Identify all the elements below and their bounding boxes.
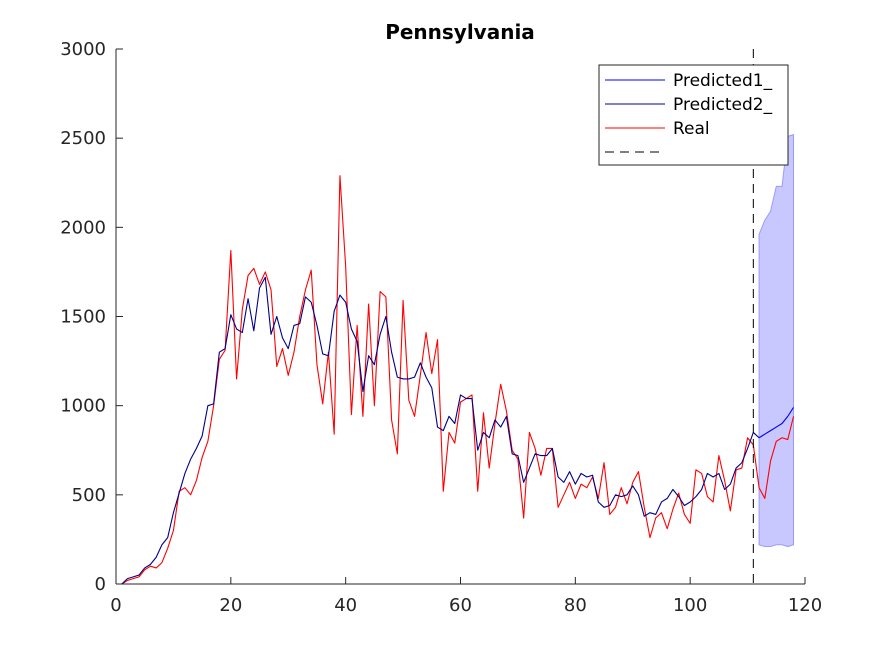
- axes: 0 20 40 60 80 100 120 0 500 1000 1500 2000 2500 3000: [60, 39, 822, 616]
- legend-label-predicted1: Predicted1_: [673, 71, 773, 91]
- x-tick-label: 20: [219, 595, 242, 616]
- x-tick-label: 40: [334, 595, 357, 616]
- series-real-line: [121, 175, 795, 585]
- series-predicted1-line: [758, 407, 794, 439]
- x-tick-label: 120: [788, 595, 822, 616]
- y-tick-label: 1000: [60, 396, 106, 417]
- legend: Predicted1_ Predicted2_ Real: [598, 64, 789, 166]
- x-tick-label: 60: [449, 595, 472, 616]
- y-tick-label: 500: [72, 485, 106, 506]
- y-tick-label: 1500: [60, 307, 106, 328]
- chart-title: Pennsylvania: [385, 20, 535, 44]
- legend-label-real: Real: [673, 119, 710, 139]
- prediction-band-layer: [758, 133, 795, 548]
- x-tick-label: 0: [110, 595, 121, 616]
- y-tick-label: 2000: [60, 217, 106, 238]
- y-tick-label: 3000: [60, 39, 106, 60]
- series-predicted2-line: [121, 276, 760, 585]
- x-tick-label: 80: [564, 595, 587, 616]
- legend-label-predicted2: Predicted2_: [673, 95, 773, 115]
- legend-box: [598, 64, 789, 166]
- y-tick-label: 2500: [60, 128, 106, 149]
- y-tick-label: 0: [95, 574, 106, 595]
- x-tick-label: 100: [673, 595, 707, 616]
- series-layer: [121, 175, 795, 585]
- prediction-interval-band: [758, 133, 795, 548]
